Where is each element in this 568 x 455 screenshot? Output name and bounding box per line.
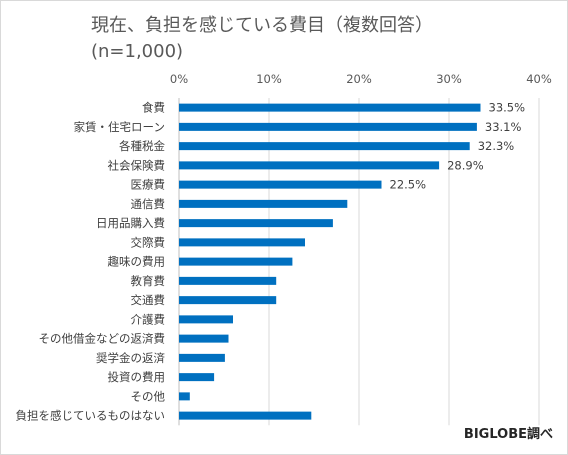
x-tick-label: 20% (346, 72, 372, 86)
data-label: 33.1% (485, 120, 522, 134)
bar (179, 373, 215, 382)
data-label: 28.9% (447, 158, 484, 172)
bar (179, 334, 229, 343)
bar (179, 199, 348, 208)
category-label: 食費 (142, 101, 165, 115)
category-label: 投資の費用 (108, 370, 166, 384)
bar (179, 411, 312, 420)
bar (179, 180, 382, 189)
category-label: 趣味の費用 (108, 255, 166, 269)
bar (179, 392, 190, 401)
bar (179, 103, 481, 112)
category-label: 日用品購入費 (96, 216, 165, 230)
data-label: 33.5% (489, 101, 526, 115)
category-label: 医療費 (131, 178, 166, 192)
bar (179, 257, 293, 266)
bar (179, 219, 333, 228)
category-label: 通信費 (131, 197, 166, 211)
bar (179, 296, 277, 305)
data-label: 32.3% (478, 139, 515, 153)
data-label: 22.5% (390, 178, 427, 192)
category-label: 交際費 (131, 235, 166, 249)
category-label: 奨学金の返済 (96, 351, 165, 365)
x-tick-label: 0% (170, 72, 188, 86)
chart-subtitle: (n=1,000) (91, 41, 184, 62)
x-tick-label: 10% (256, 72, 282, 86)
category-label: その他借金などの返済費 (39, 332, 166, 346)
bar (179, 142, 470, 151)
chart-title: 現在、負担を感じている費目（複数回答） (n=1,000) (91, 13, 433, 65)
category-label: 社会保険費 (108, 158, 166, 172)
x-tick-label: 30% (436, 72, 462, 86)
category-label: 教育費 (131, 274, 166, 288)
category-label: 各種税金 (119, 139, 165, 153)
bar (179, 238, 305, 247)
category-label: その他 (131, 389, 166, 403)
x-tick-label: 40% (526, 72, 552, 86)
category-label: 介護費 (131, 312, 166, 326)
category-label: 負担を感じているものはない (16, 409, 166, 423)
chart-title-main: 現在、負担を感じている費目（複数回答） (91, 15, 433, 36)
bar (179, 161, 440, 170)
bar (179, 276, 277, 285)
category-label: 交通費 (131, 293, 166, 307)
bar (179, 353, 225, 362)
source-credit: BIGLOBE調べ (463, 427, 553, 442)
category-label: 家賃・住宅ローン (74, 120, 165, 134)
bar (179, 122, 477, 131)
bar (179, 315, 233, 324)
